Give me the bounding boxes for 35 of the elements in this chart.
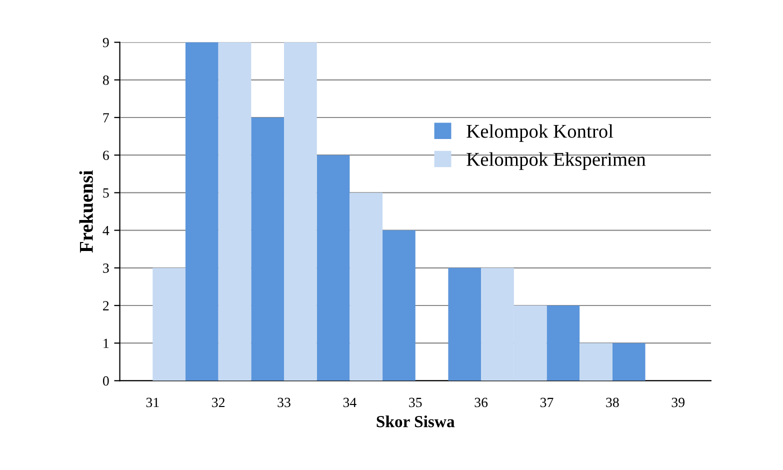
- y-tick-label: 4: [102, 226, 110, 236]
- bar: [546, 306, 580, 381]
- y-tick-label: 7: [103, 113, 109, 122]
- x-tick-label: 36: [474, 398, 488, 408]
- bar: [316, 155, 350, 381]
- x-tick-label: 32: [212, 398, 225, 408]
- y-tick-label: 3: [103, 264, 109, 273]
- bar: [152, 268, 186, 381]
- x-tick-label: 31: [146, 398, 159, 408]
- y-tick-label: 9: [102, 38, 109, 48]
- x-tick-label: 35: [409, 398, 422, 408]
- bar: [251, 118, 284, 381]
- x-tick-label: 38: [606, 398, 619, 408]
- y-tick-label: 8: [102, 75, 109, 85]
- x-axis-title: Skor Siswa: [376, 416, 455, 428]
- bar: [612, 343, 646, 381]
- bar: [382, 230, 416, 381]
- y-tick-label: 5: [103, 188, 109, 198]
- y-tick-label: 1: [104, 338, 109, 348]
- y-axis-title: Frekuensi: [79, 170, 93, 253]
- bar: [185, 42, 218, 381]
- x-tick-label: 33: [278, 398, 290, 408]
- bar: [218, 42, 252, 381]
- y-tick-label: 6: [103, 150, 109, 160]
- y-tick-label: 0: [102, 376, 109, 386]
- x-tick-label: 39: [672, 398, 684, 408]
- x-tick-label: 37: [540, 398, 554, 408]
- bar: [580, 343, 612, 381]
- bar: [350, 192, 383, 381]
- legend-label: Kelompok Kontrol: [466, 124, 614, 142]
- bar: [284, 42, 317, 381]
- y-tick-label: 2: [103, 301, 109, 310]
- x-tick-label: 34: [343, 398, 356, 408]
- legend-label: Kelompok Eksperimen: [466, 152, 646, 170]
- bar: [448, 268, 482, 381]
